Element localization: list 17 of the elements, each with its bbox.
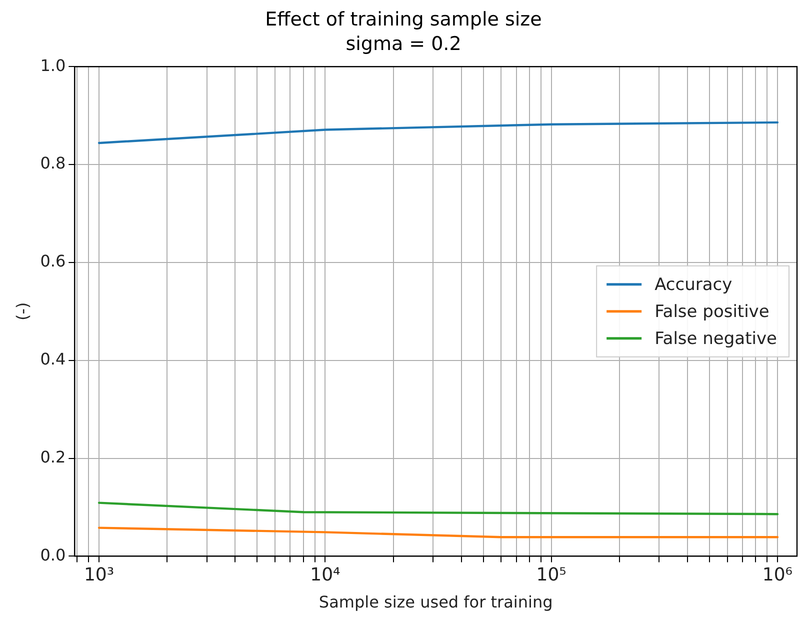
y-tick-label: 0.0: [40, 545, 66, 564]
chart-title: Effect of training sample size: [265, 8, 542, 30]
y-tick-label: 0.2: [40, 447, 66, 466]
chart-subtitle: sigma = 0.2: [346, 33, 462, 56]
legend-label: Accuracy: [654, 274, 732, 295]
y-tick-label: 0.6: [40, 252, 66, 271]
legend-label: False negative: [654, 328, 778, 349]
x-tick-label: 10⁵: [536, 564, 566, 586]
x-tick-label: 10⁶: [762, 564, 793, 586]
y-tick-label: 0.8: [40, 154, 66, 173]
legend-label: False positive: [654, 302, 770, 322]
y-tick-label: 0.4: [40, 350, 66, 369]
x-axis-title: Sample size used for training: [318, 592, 553, 612]
y-axis-title: (-): [12, 302, 32, 321]
x-tick-label: 10³: [84, 564, 114, 586]
x-tick-label: 10⁴: [310, 564, 340, 586]
y-tick-label: 1.0: [40, 56, 66, 75]
